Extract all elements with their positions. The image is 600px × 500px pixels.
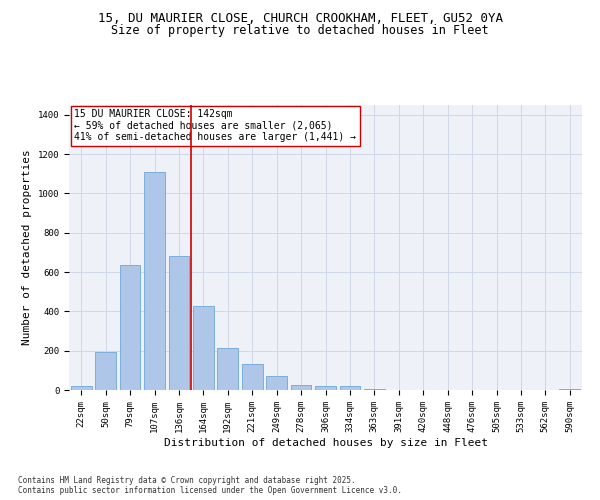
Bar — [340, 386, 361, 390]
Bar — [364, 389, 385, 390]
Bar — [144, 172, 165, 390]
Bar — [266, 376, 287, 390]
Bar — [119, 265, 140, 390]
Bar — [169, 256, 190, 390]
Text: 15 DU MAURIER CLOSE: 142sqm
← 59% of detached houses are smaller (2,065)
41% of : 15 DU MAURIER CLOSE: 142sqm ← 59% of det… — [74, 110, 356, 142]
Bar — [193, 306, 214, 390]
Bar — [95, 352, 116, 390]
Bar — [559, 389, 580, 390]
Bar — [290, 385, 311, 390]
Text: Size of property relative to detached houses in Fleet: Size of property relative to detached ho… — [111, 24, 489, 37]
Text: Contains HM Land Registry data © Crown copyright and database right 2025.
Contai: Contains HM Land Registry data © Crown c… — [18, 476, 402, 495]
Y-axis label: Number of detached properties: Number of detached properties — [22, 150, 32, 346]
Bar — [217, 348, 238, 390]
X-axis label: Distribution of detached houses by size in Fleet: Distribution of detached houses by size … — [163, 438, 487, 448]
Bar — [315, 386, 336, 390]
Bar — [242, 364, 263, 390]
Bar — [71, 386, 92, 390]
Text: 15, DU MAURIER CLOSE, CHURCH CROOKHAM, FLEET, GU52 0YA: 15, DU MAURIER CLOSE, CHURCH CROOKHAM, F… — [97, 12, 503, 26]
